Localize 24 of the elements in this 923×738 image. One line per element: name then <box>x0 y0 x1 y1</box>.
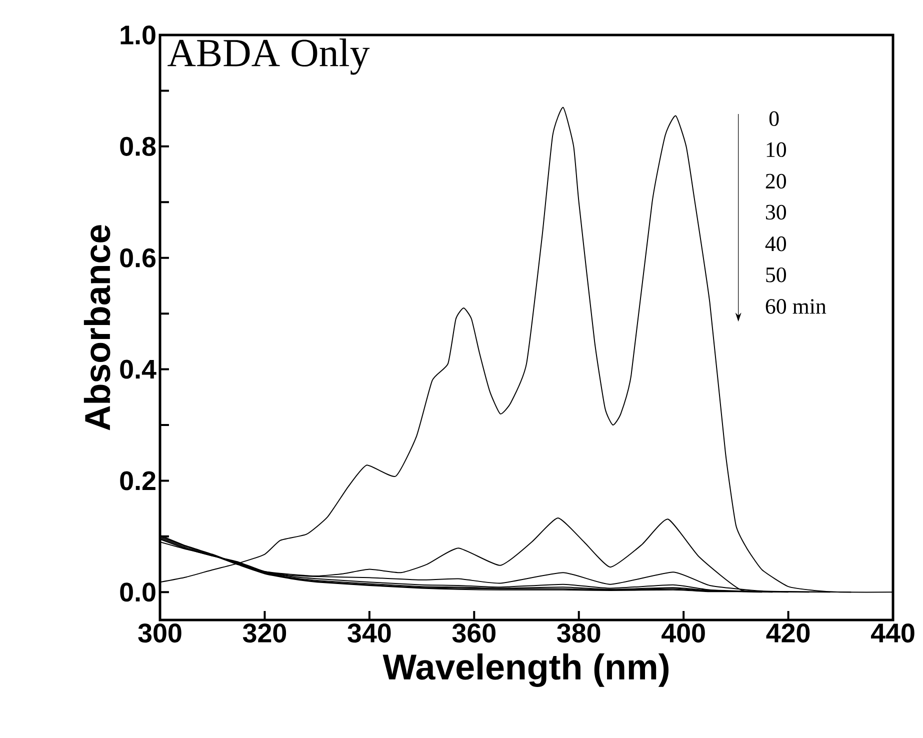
x-tick-label: 300 <box>138 624 182 643</box>
x-tick-label: 320 <box>242 624 286 643</box>
x-tick-label: 420 <box>766 624 810 643</box>
annotation: 30 <box>766 204 786 220</box>
y-tick-label: 0.2 <box>120 471 156 490</box>
y-tick-label: 0.0 <box>120 582 156 602</box>
annotation: 60 min <box>766 299 826 314</box>
x-tick-label: 360 <box>452 624 496 643</box>
annotation: 50 <box>766 267 786 282</box>
y-tick-label: 0.8 <box>120 136 156 156</box>
x-tick-label: 380 <box>557 624 600 643</box>
annotation: ABDA Only <box>168 38 370 75</box>
y-tick-label: 1.0 <box>120 25 156 45</box>
annotation: 0 <box>769 111 779 126</box>
annotation: 10 <box>766 142 786 158</box>
x-axis-title: Wavelength (nm) <box>382 653 668 688</box>
x-tick-label: 400 <box>662 624 705 643</box>
x-tick-label: 440 <box>870 624 914 643</box>
x-tick-label: 340 <box>348 624 391 643</box>
y-axis-title: Absorbance <box>84 225 110 430</box>
annotation: 20 <box>766 174 786 189</box>
y-tick-label: 0.4 <box>120 360 156 379</box>
annotation: 40 <box>765 236 786 252</box>
y-tick-label: 0.6 <box>120 248 156 268</box>
